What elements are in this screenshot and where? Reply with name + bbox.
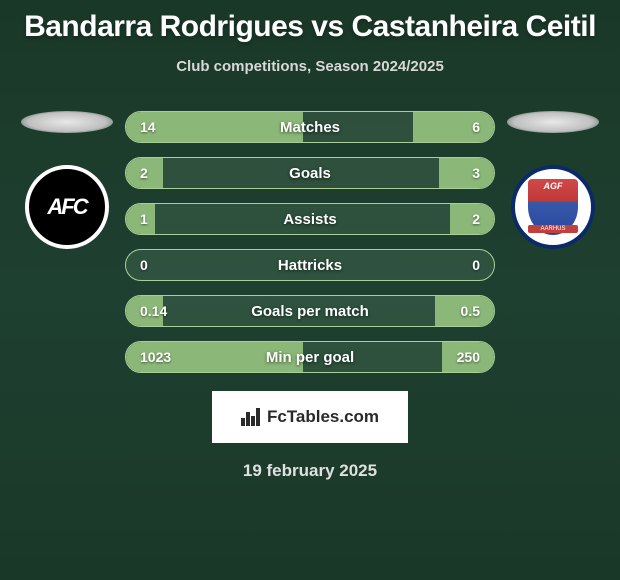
chart-icon: [241, 408, 261, 426]
shield-icon: AGF AARHUS: [528, 179, 578, 235]
stat-value-left: 1023: [140, 349, 171, 365]
subtitle: Club competitions, Season 2024/2025: [0, 58, 620, 75]
stat-label: Assists: [283, 211, 336, 228]
player-silhouette-right: [507, 111, 599, 133]
page-title: Bandarra Rodrigues vs Castanheira Ceitil: [0, 10, 620, 44]
stat-bar: 1 2 Assists: [125, 203, 495, 235]
team-badge-right-label: AGF: [528, 181, 578, 191]
stat-bar: 14 6 Matches: [125, 111, 495, 143]
team-badge-left-label: AFC: [47, 194, 86, 220]
stat-value-left: 14: [140, 119, 156, 135]
stat-value-right: 6: [472, 119, 480, 135]
stat-value-right: 0.5: [461, 303, 480, 319]
stat-label: Goals: [289, 165, 331, 182]
stat-value-right: 3: [472, 165, 480, 181]
stat-bar: 0.14 0.5 Goals per match: [125, 295, 495, 327]
stat-bar: 0 0 Hattricks: [125, 249, 495, 281]
stat-fill-right: [413, 112, 494, 142]
left-team-col: AFC: [17, 111, 117, 249]
stats-column: 14 6 Matches 2 3 Goals 1 2 Assists 0 0 Hattricks 0.1…: [125, 111, 495, 387]
stat-value-right: 0: [472, 257, 480, 273]
stat-value-left: 0.14: [140, 303, 167, 319]
logo-text: FcTables.com: [267, 407, 379, 427]
team-badge-right: AGF AARHUS: [511, 165, 595, 249]
date-label: 19 february 2025: [0, 461, 620, 481]
fctables-logo[interactable]: FcTables.com: [212, 391, 408, 443]
main-comparison-area: AFC 14 6 Matches 2 3 Goals 1 2 Assists 0 0 Hattrick…: [0, 111, 620, 387]
stat-bar: 2 3 Goals: [125, 157, 495, 189]
stat-label: Min per goal: [266, 349, 354, 366]
stat-value-left: 0: [140, 257, 148, 273]
team-badge-left: AFC: [25, 165, 109, 249]
stat-value-left: 2: [140, 165, 148, 181]
stat-fill-right: [439, 158, 494, 188]
stat-value-right: 250: [457, 349, 480, 365]
stat-label: Matches: [280, 119, 340, 136]
team-badge-right-scroll: AARHUS: [528, 225, 578, 233]
stat-label: Goals per match: [251, 303, 369, 320]
stat-bar: 1023 250 Min per goal: [125, 341, 495, 373]
stat-label: Hattricks: [278, 257, 342, 274]
comparison-card: Bandarra Rodrigues vs Castanheira Ceitil…: [0, 0, 620, 580]
right-team-col: AGF AARHUS: [503, 111, 603, 249]
player-silhouette-left: [21, 111, 113, 133]
stat-value-left: 1: [140, 211, 148, 227]
stat-value-right: 2: [472, 211, 480, 227]
